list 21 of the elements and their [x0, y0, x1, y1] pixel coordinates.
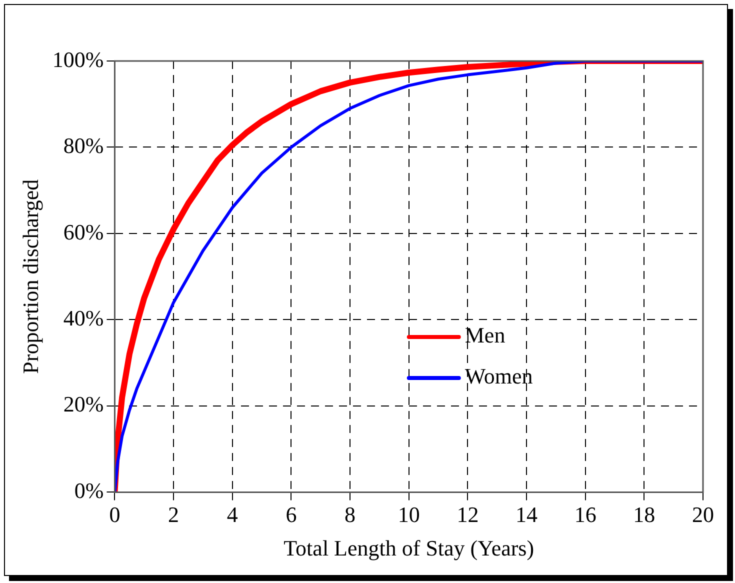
legend-label: Men: [464, 322, 506, 348]
y-tick-label: 60%: [63, 219, 104, 244]
legend-label: Women: [464, 364, 533, 389]
y-tick-label: 40%: [63, 306, 104, 330]
x-tick-label: 10: [398, 502, 420, 528]
x-tick-label: 4: [226, 502, 238, 528]
x-tick-label: 20: [692, 502, 714, 528]
x-tick-label: 18: [633, 502, 656, 528]
x-tick-label: 2: [168, 502, 180, 528]
y-axis-title: Proportion discharged: [18, 179, 43, 374]
x-tick-label: 12: [456, 502, 479, 528]
y-tick-label: 80%: [63, 133, 104, 158]
y-tick-label: 20%: [63, 392, 104, 417]
x-tick-label: 0: [109, 502, 120, 528]
x-tick-label: 6: [286, 502, 297, 528]
y-tick-label: 0%: [74, 478, 104, 503]
y-tick-label: 100%: [52, 46, 104, 72]
x-tick-label: 8: [344, 502, 356, 528]
x-axis-title: Total Length of Stay (Years): [284, 536, 534, 561]
x-tick-label: 16: [574, 502, 596, 528]
x-tick-label: 14: [516, 502, 538, 528]
